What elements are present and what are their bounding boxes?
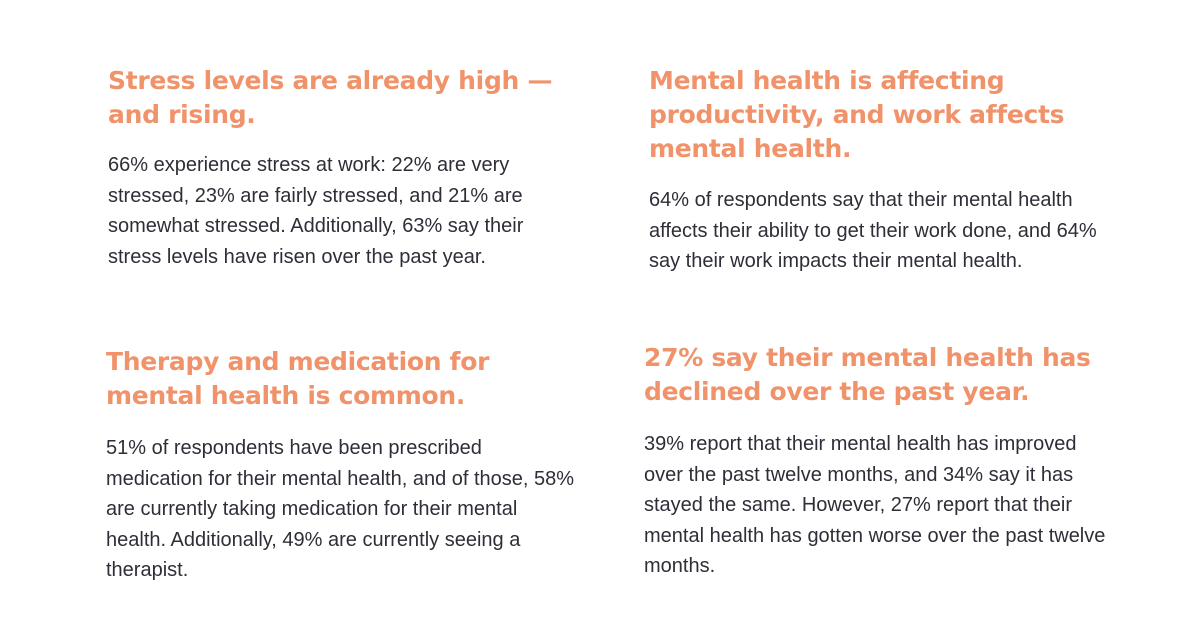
card-body: 51% of respondents have been prescribed … — [106, 437, 575, 581]
card-heading: Stress levels are already high — and ris… — [108, 66, 553, 129]
card-heading: 27% say their mental health has declined… — [644, 343, 1091, 406]
stat-card-mental-health-decline: 27% say their mental health has declined… — [644, 341, 1119, 582]
card-heading: Therapy and medication for mental health… — [106, 347, 490, 410]
stat-card-therapy-medication: Therapy and medication for mental health… — [106, 345, 576, 586]
card-body: 39% report that their mental health has … — [644, 433, 1106, 577]
stat-card-stress-levels: Stress levels are already high — and ris… — [108, 64, 578, 272]
card-heading: Mental health is affecting productivity,… — [649, 66, 1065, 163]
stat-card-productivity: Mental health is affecting productivity,… — [649, 64, 1119, 277]
card-body: 66% experience stress at work: 22% are v… — [108, 154, 524, 268]
card-body: 64% of respondents say that their mental… — [649, 189, 1097, 272]
